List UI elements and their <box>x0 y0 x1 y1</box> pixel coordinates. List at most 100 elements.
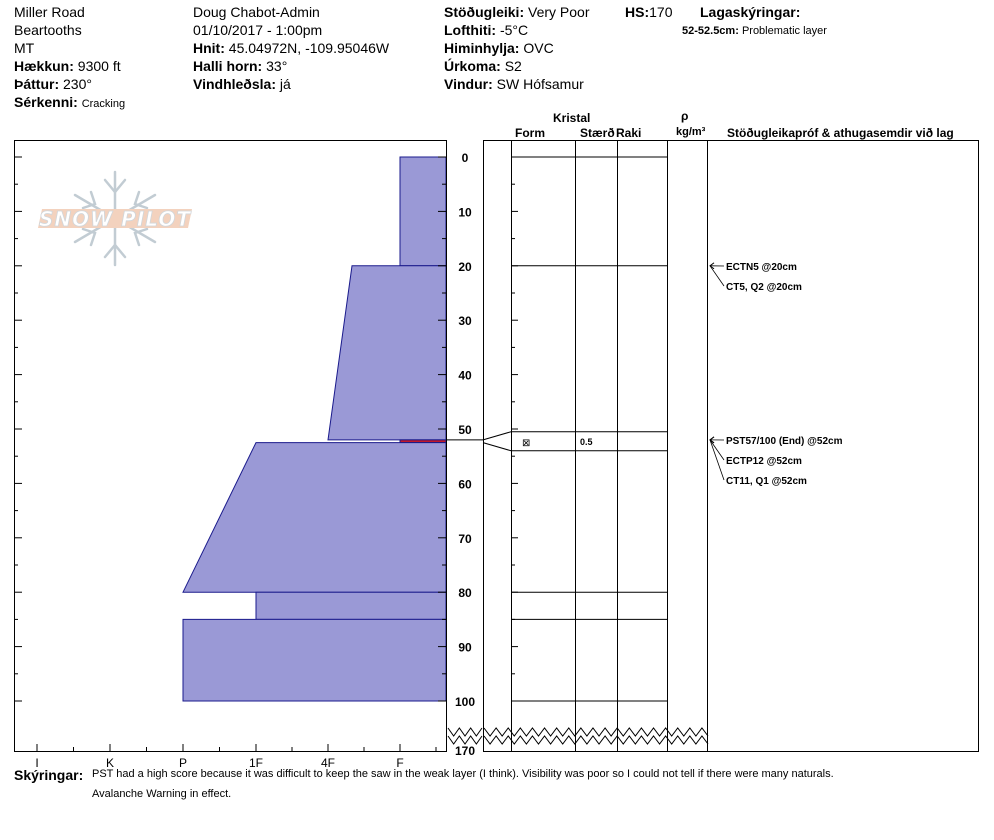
test-arrow <box>709 265 725 287</box>
wind-loading-value: já <box>279 76 291 92</box>
sky-row: Himinhylja: OVC <box>444 40 554 56</box>
crystal-header: Kristal <box>553 111 591 125</box>
slope-value: 33° <box>266 58 288 74</box>
hardness-tick-label: 1F <box>249 756 263 770</box>
hardness-layer <box>182 442 447 593</box>
axis-break-zigzag-left <box>447 727 483 737</box>
wind-loading-label: Vindhleðsla: <box>193 76 276 92</box>
hardness-tick-label: P <box>179 756 187 770</box>
stability-test-label: ECTP12 @52cm <box>726 456 802 467</box>
tests-header: Stöðugleikapróf & athugasemdir við lag <box>727 126 954 140</box>
wind-row: Vindur: SW Hófsamur <box>444 76 584 92</box>
wind-loading-row: Vindhleðsla: já <box>193 76 291 92</box>
snowpilot-logo: SNOW PILOT <box>38 170 192 267</box>
density-unit-header: kg/m³ <box>676 126 706 138</box>
axis-break-zigzag-table <box>483 727 709 737</box>
sky-label: Himinhylja: <box>444 40 520 56</box>
observer: Doug Chabot-Admin <box>193 4 320 20</box>
depth-tick-label: 30 <box>458 314 472 328</box>
stability-test-label: CT11, Q1 @52cm <box>726 476 807 487</box>
hardness-tick-label: F <box>396 756 403 770</box>
layer-notes-label: Lagaskýringar: <box>700 4 801 20</box>
hs-row: HS:170 <box>625 4 672 20</box>
hardness-layer <box>327 265 447 441</box>
elevation-value: 9300 ft <box>77 58 121 74</box>
wind-value: SW Hófsamur <box>496 76 584 92</box>
features-row: Sérkenni: Cracking <box>14 94 125 112</box>
axis-break-zigzag <box>447 727 709 745</box>
layer-note-text: Problematic layer <box>741 25 827 37</box>
weak-layer-connector <box>482 431 512 441</box>
layer-note: 52-52.5cm: Problematic layer <box>682 23 827 39</box>
aspect-row: Þáttur: 230° <box>14 76 92 92</box>
features-label: Sérkenni: <box>14 94 78 110</box>
depth-tick-label: 50 <box>458 423 472 437</box>
axis-break-zigzag-table <box>483 735 709 745</box>
hs-value: 170 <box>649 4 673 20</box>
layer-note-depth: 52-52.5cm: <box>682 25 739 37</box>
wetness-header: Raki <box>616 126 642 140</box>
test-arrow <box>709 439 725 481</box>
stability-test-label: ECTN5 @20cm <box>726 262 797 273</box>
state: MT <box>14 40 35 56</box>
snowpilot-logo-text: SNOW PILOT <box>39 207 191 231</box>
stability-label: Stöðugleiki: <box>444 4 525 20</box>
test-arrow-head <box>709 262 715 270</box>
weak-layer-connector <box>482 442 512 452</box>
coords-value: 45.04972N, -109.95046W <box>228 40 390 56</box>
slope-label: Halli horn: <box>193 58 263 74</box>
depth-tick-label-bottom: 170 <box>455 744 475 758</box>
hardness-axis: I K P 1F 4F F <box>35 744 437 770</box>
depth-tick-label: 20 <box>458 260 472 274</box>
air-temp-value: -5°C <box>499 22 529 38</box>
crystal-table <box>483 140 979 752</box>
footer-line2: Avalanche Warning in effect. <box>92 788 232 800</box>
footer-label: Skýringar: <box>14 767 84 783</box>
stability-row: Stöðugleiki: Very Poor <box>444 4 590 20</box>
depth-tick-label: 70 <box>458 532 472 546</box>
aspect-value: 230° <box>63 76 92 92</box>
rho-header: ρ <box>681 109 689 123</box>
sky-value: OVC <box>523 40 554 56</box>
depth-tick-label: 90 <box>458 641 472 655</box>
hardness-plot-frame <box>14 140 447 752</box>
hardness-layer <box>255 591 447 620</box>
air-temp-row: Lofthiti: -5°C <box>444 22 528 38</box>
stability-test-label: PST57/100 (End) @52cm <box>726 436 843 447</box>
depth-tick-label: 40 <box>458 369 472 383</box>
elevation-label: Hækkun: <box>14 58 74 74</box>
elevation-row: Hækkun: 9300 ft <box>14 58 121 74</box>
coords-row: Hnit: 45.04972N, -109.95046W <box>193 40 389 56</box>
precip-label: Úrkoma: <box>444 58 501 74</box>
test-arrow <box>709 439 725 461</box>
hardness-tick-label: 4F <box>321 756 335 770</box>
size-header: Stærð <box>580 126 615 140</box>
wind-label: Vindur: <box>444 76 493 92</box>
features-value: Cracking <box>81 98 126 110</box>
air-temp-label: Lofthiti: <box>444 22 497 38</box>
depth-tick-label: 60 <box>458 477 472 491</box>
axis-break-zigzag-left <box>447 735 483 745</box>
form-header: Form <box>515 126 545 140</box>
footer-line1: PST had a high score because it was diff… <box>92 768 834 780</box>
depth-axis: 0 10 20 30 40 50 60 70 80 90 100 170 <box>14 151 518 758</box>
precip-value: S2 <box>504 58 522 74</box>
grain-size-value: 0.5 <box>580 437 593 447</box>
location: Miller Road <box>14 4 85 20</box>
depth-tick-label: 10 <box>458 205 472 219</box>
stability-value: Very Poor <box>528 4 590 20</box>
coords-label: Hnit: <box>193 40 225 56</box>
depth-tick-label: 80 <box>458 586 472 600</box>
aspect-label: Þáttur: <box>14 76 60 92</box>
stability-test-label: CT5, Q2 @20cm <box>726 282 802 293</box>
range: Beartooths <box>14 22 82 38</box>
hardness-tick-label: I <box>35 756 38 770</box>
hardness-tick-label: K <box>106 756 114 770</box>
depth-tick-label: 100 <box>455 695 475 709</box>
grain-form-symbol: ⊠ <box>522 438 530 449</box>
hardness-layer <box>182 618 447 702</box>
depth-tick-label: 0 <box>462 151 469 165</box>
slope-row: Halli horn: 33° <box>193 58 287 74</box>
hs-label: HS: <box>625 4 650 20</box>
